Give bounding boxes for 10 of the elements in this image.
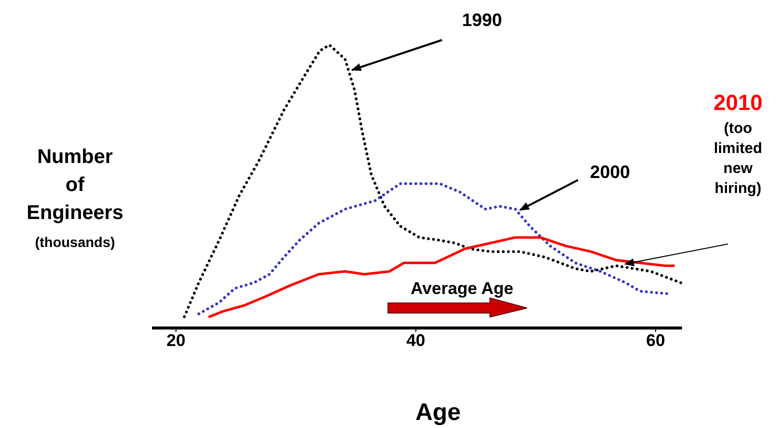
x-tick-label: 40: [406, 331, 426, 350]
x-axis-title: Age: [415, 399, 461, 426]
annotation: Average Age: [410, 279, 514, 298]
text: 2010: [714, 90, 762, 115]
x-tick-label: 60: [646, 331, 666, 350]
text: 1990: [462, 10, 502, 30]
text: (too limited new hiring): [714, 120, 762, 197]
x-tick-label: 20: [166, 331, 186, 350]
text: 2000: [590, 162, 630, 182]
y-axis-title: Number of Engineers (thousands): [26, 146, 124, 250]
